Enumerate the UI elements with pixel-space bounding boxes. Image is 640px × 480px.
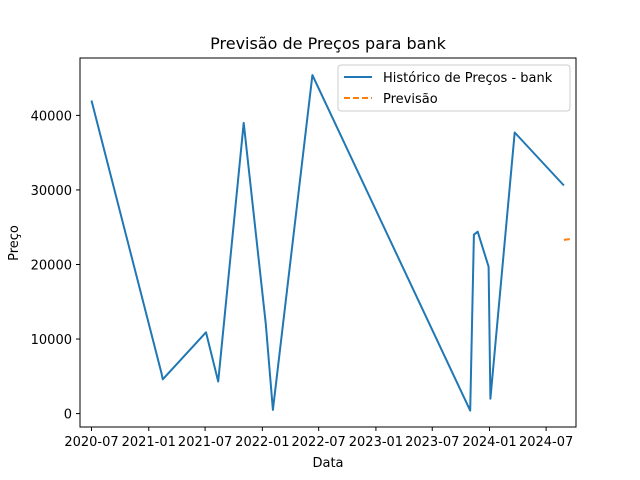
y-tick-label: 20000 (31, 258, 72, 273)
series-line-historico (90, 74, 565, 412)
chart-title: Previsão de Preços para bank (210, 34, 446, 53)
y-axis-ticks: 0 10000 20000 30000 40000 (31, 109, 80, 423)
legend-label-previsao: Previsão (383, 92, 438, 107)
x-tick-label: 2020-07 (64, 435, 118, 450)
y-axis-label: Preço (7, 225, 22, 261)
x-tick-label: 2023-07 (405, 435, 459, 450)
legend: Histórico de Preços - bank Previsão (337, 64, 571, 112)
x-axis-label: Data (312, 456, 343, 471)
y-tick-label: 10000 (31, 333, 72, 348)
x-tick-label: 2022-01 (235, 435, 289, 450)
y-tick-label: 30000 (31, 184, 72, 199)
x-axis-ticks: 2020-07 2021-01 2021-07 2022-01 2022-07 2023-… (64, 427, 573, 450)
plot-area-frame (79, 57, 577, 428)
legend-label-historico: Histórico de Preços - bank (383, 71, 553, 86)
y-tick-label: 40000 (31, 109, 72, 124)
series-lines (90, 74, 570, 412)
series-line-previsao (563, 238, 570, 241)
x-tick-label: 2021-07 (178, 435, 232, 450)
x-tick-label: 2021-01 (122, 435, 176, 450)
legend-box (337, 64, 571, 112)
x-tick-label: 2024-01 (462, 435, 516, 450)
y-tick-label: 0 (64, 408, 72, 423)
x-tick-label: 2022-07 (292, 435, 346, 450)
x-tick-label: 2024-07 (519, 435, 573, 450)
x-tick-label: 2023-01 (349, 435, 403, 450)
